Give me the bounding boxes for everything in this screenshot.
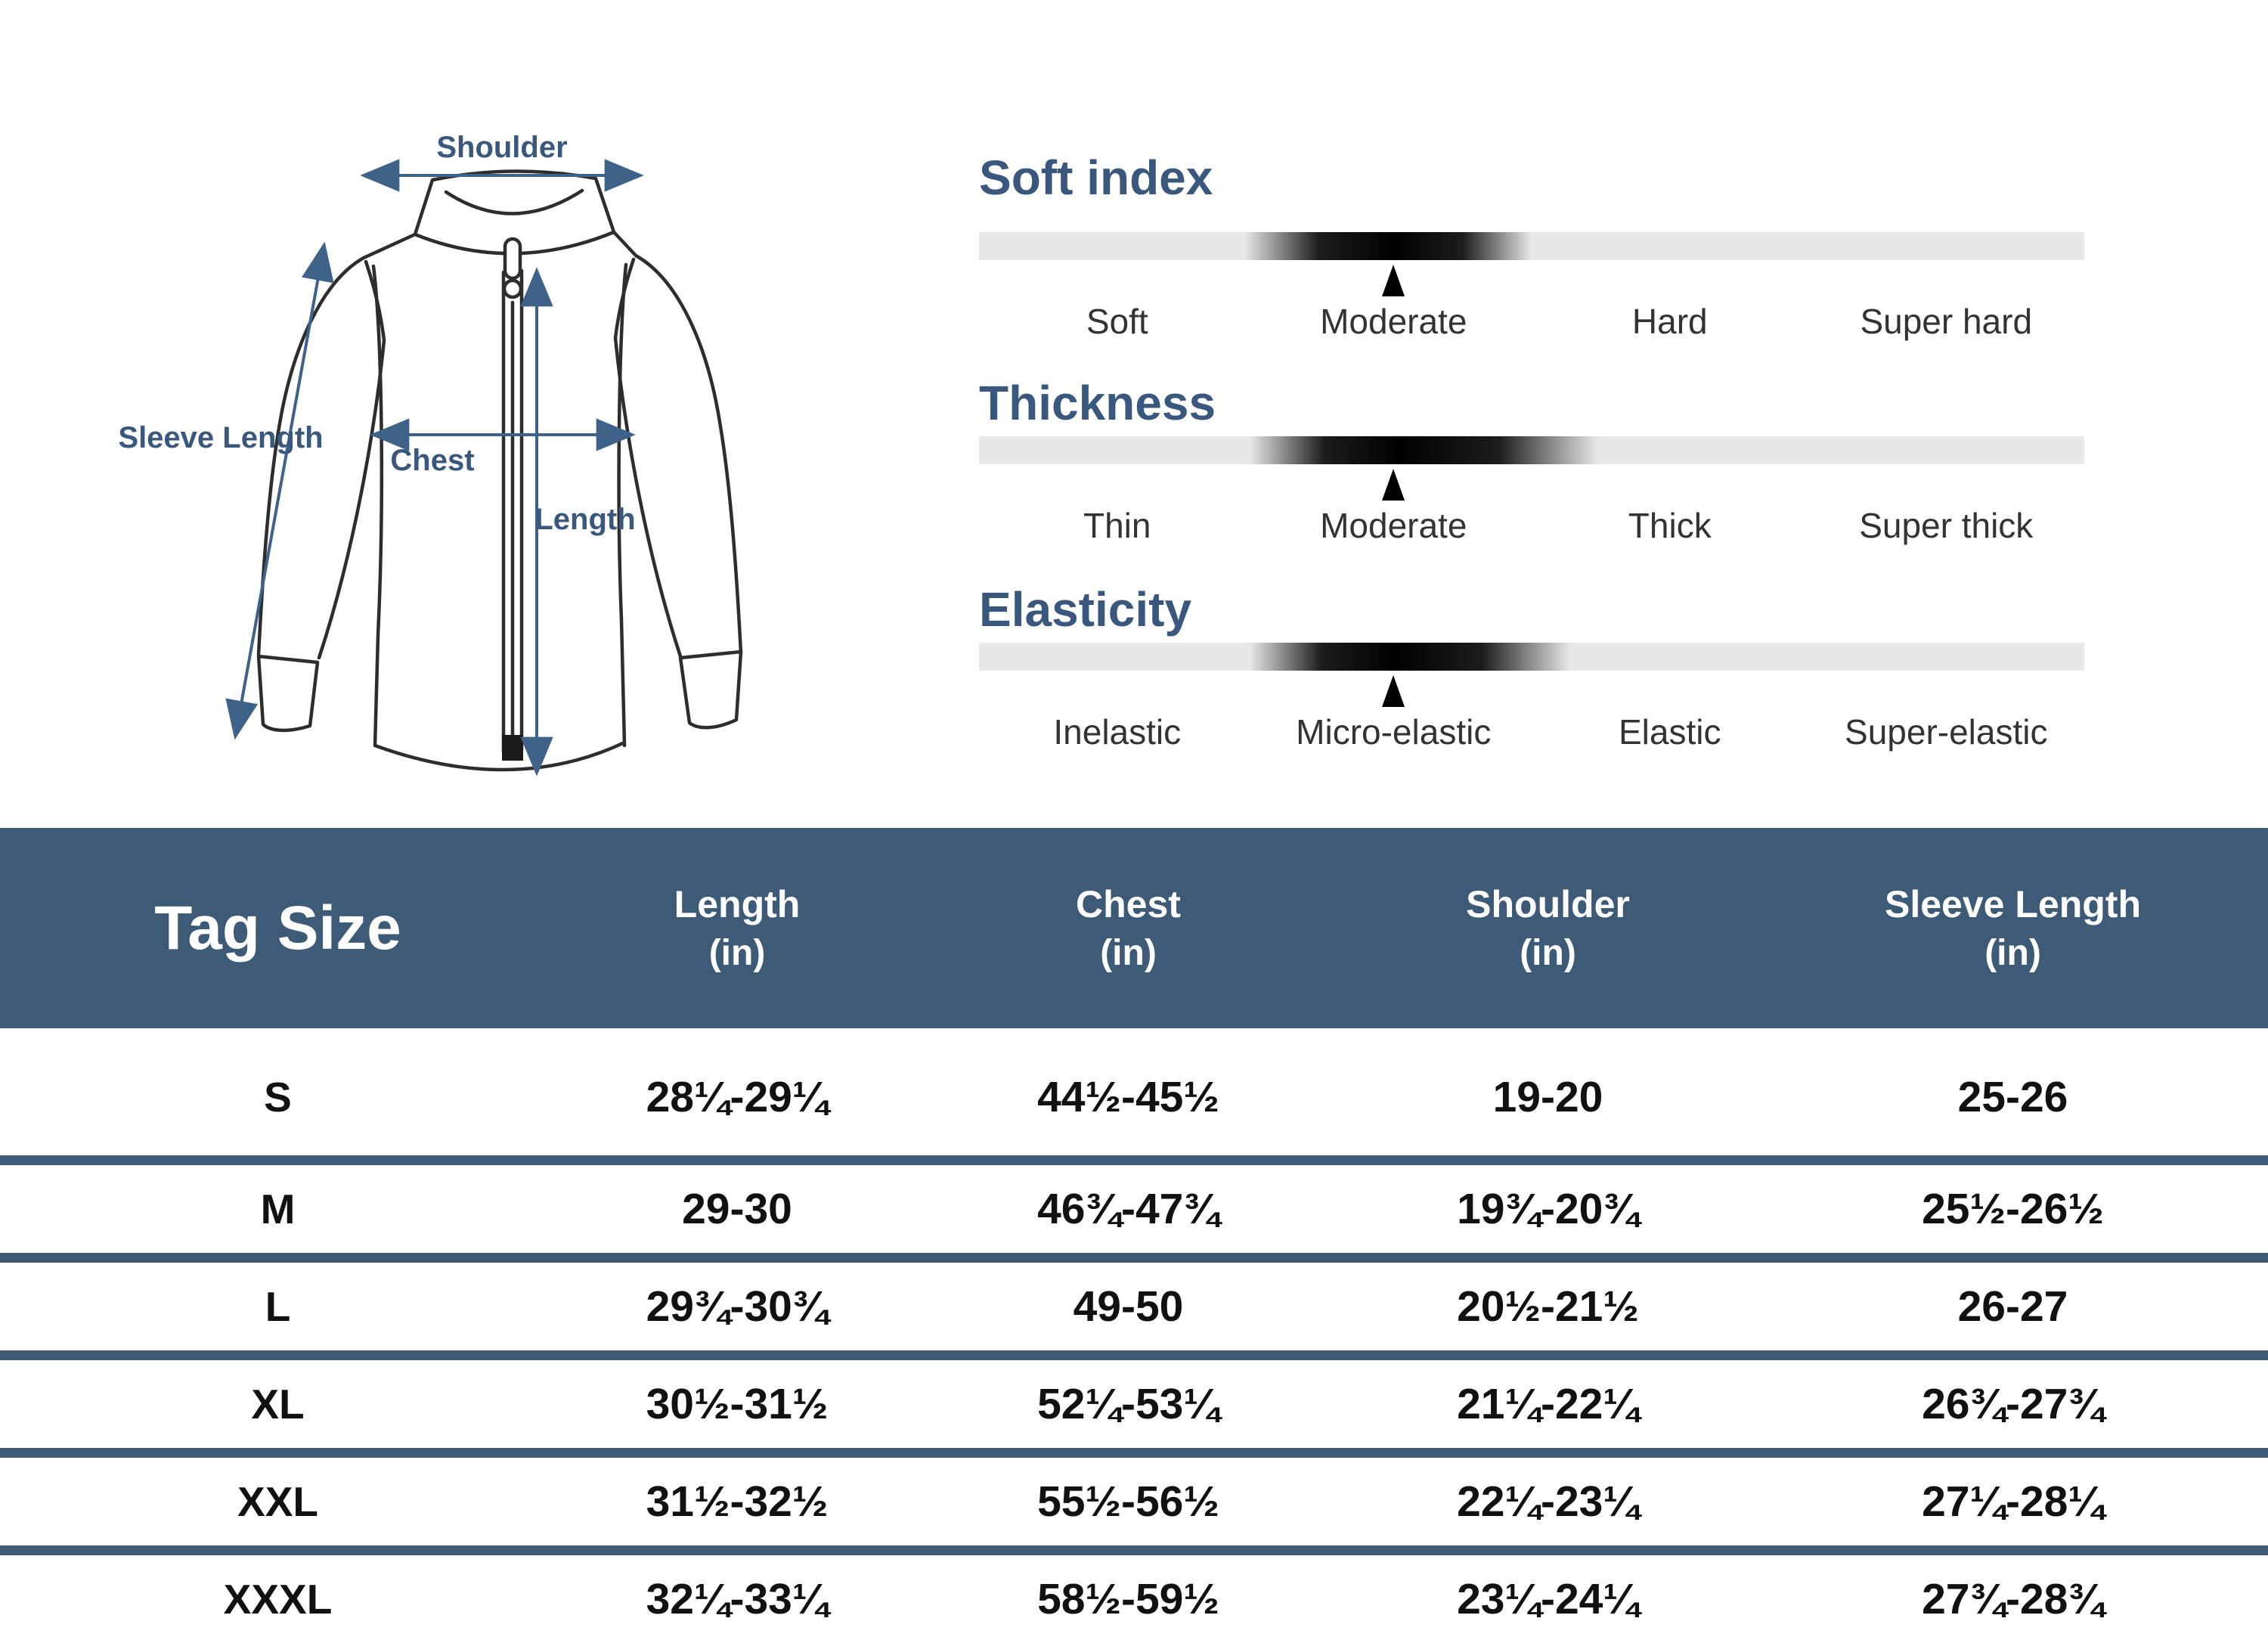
- soft-index-labels: Soft Moderate Hard Super hard: [979, 302, 2084, 340]
- soft-index-marker-triangle-icon: [1382, 265, 1405, 296]
- jacket-measurement-diagram: Shoulder Sleeve Length Chest Length: [45, 91, 801, 817]
- jacket-outline-drawing: [256, 169, 743, 772]
- sleeve-length-label: Sleeve Length: [118, 421, 323, 454]
- scale-label: Super-elastic: [1845, 712, 2048, 752]
- scale-label: Super thick: [1859, 506, 2034, 545]
- scale-label: Moderate: [1320, 506, 1467, 545]
- zipper-pull: [503, 237, 522, 281]
- elasticity-labels: Inelastic Micro-elastic Elastic Super-el…: [979, 713, 2084, 751]
- table-row-xxxl: XXXL 32¼-33¼ 58½-59½ 23¼-24¼ 27¾-28¾: [223, 1575, 2104, 1623]
- elasticity-bar: [979, 643, 2084, 671]
- row-divider: [0, 1350, 2268, 1360]
- scale-label: Inelastic: [1053, 712, 1182, 752]
- table-row-xxl: XXL 31½-32½ 55½-56½ 22¼-23¼ 27¼-28¼: [237, 1477, 2104, 1526]
- table-row-m: M 29-30 46¾-47¾ 19¾-20¾ 25½-26½: [260, 1185, 2104, 1233]
- thickness-labels: Thin Moderate Thick Super thick: [979, 507, 2084, 544]
- scale-label: Thin: [1083, 506, 1151, 545]
- row-divider: [0, 1155, 2268, 1165]
- thickness-bar: [979, 436, 2084, 464]
- soft-index-title: Soft index: [979, 150, 1213, 205]
- chest-label: Chest: [390, 444, 474, 477]
- row-divider: [0, 1448, 2268, 1458]
- size-table: Tag Size Length (in) Chest (in) Shoulder…: [0, 828, 2268, 1643]
- jacket-diagram-svg: Shoulder Sleeve Length Chest Length: [118, 131, 743, 777]
- scale-label: Moderate: [1320, 302, 1467, 341]
- elasticity-marker-row: [979, 671, 2084, 713]
- scale-label: Soft: [1086, 302, 1148, 341]
- thickness-title: Thickness: [979, 376, 1216, 430]
- zipper-stop: [502, 735, 523, 761]
- length-label: Length: [534, 503, 635, 536]
- soft-index-bar: [979, 232, 2084, 260]
- column-header-sleeve-length: Sleeve Length (in): [1885, 882, 2141, 973]
- scale-label: Hard: [1631, 302, 1708, 341]
- column-header-chest: Chest (in): [1076, 882, 1181, 973]
- column-header-length: Length (in): [674, 882, 801, 973]
- elasticity-section: Elasticity Inelastic Micro-elastic Elast…: [979, 583, 2084, 751]
- thickness-marker-row: [979, 464, 2084, 507]
- elasticity-title: Elasticity: [979, 582, 1192, 637]
- scale-label: Thick: [1628, 506, 1712, 545]
- sleeve-length-arrow: [225, 241, 334, 740]
- thickness-marker-triangle-icon: [1382, 469, 1405, 501]
- scale-label: Elastic: [1619, 712, 1721, 752]
- soft-index-section: Soft index Soft Moderate Hard Super hard: [979, 151, 2084, 340]
- column-header-shoulder: Shoulder (in): [1466, 882, 1630, 973]
- shoulder-label: Shoulder: [436, 131, 567, 164]
- scale-label: Super hard: [1860, 302, 2033, 341]
- size-table-header: Tag Size Length (in) Chest (in) Shoulder…: [0, 828, 2268, 1028]
- elasticity-marker-triangle-icon: [1382, 675, 1405, 707]
- soft-index-marker-row: [979, 260, 2084, 302]
- table-row-l: L 29¾-30¾ 49-50 20½-21½ 26-27: [265, 1282, 2068, 1331]
- row-divider: [0, 1253, 2268, 1263]
- scale-label: Micro-elastic: [1296, 712, 1492, 752]
- table-row-s: S 28¼-29¼ 44½-45½ 19-20 25-26: [264, 1073, 2068, 1121]
- thickness-section: Thickness Thin Moderate Thick Super thic…: [979, 377, 2084, 544]
- column-header-tag-size: Tag Size: [154, 893, 401, 963]
- row-divider: [0, 1545, 2268, 1555]
- table-row-xl: XL 30½-31½ 52¼-53¼ 21¼-22¼ 26¾-27¾: [251, 1380, 2104, 1428]
